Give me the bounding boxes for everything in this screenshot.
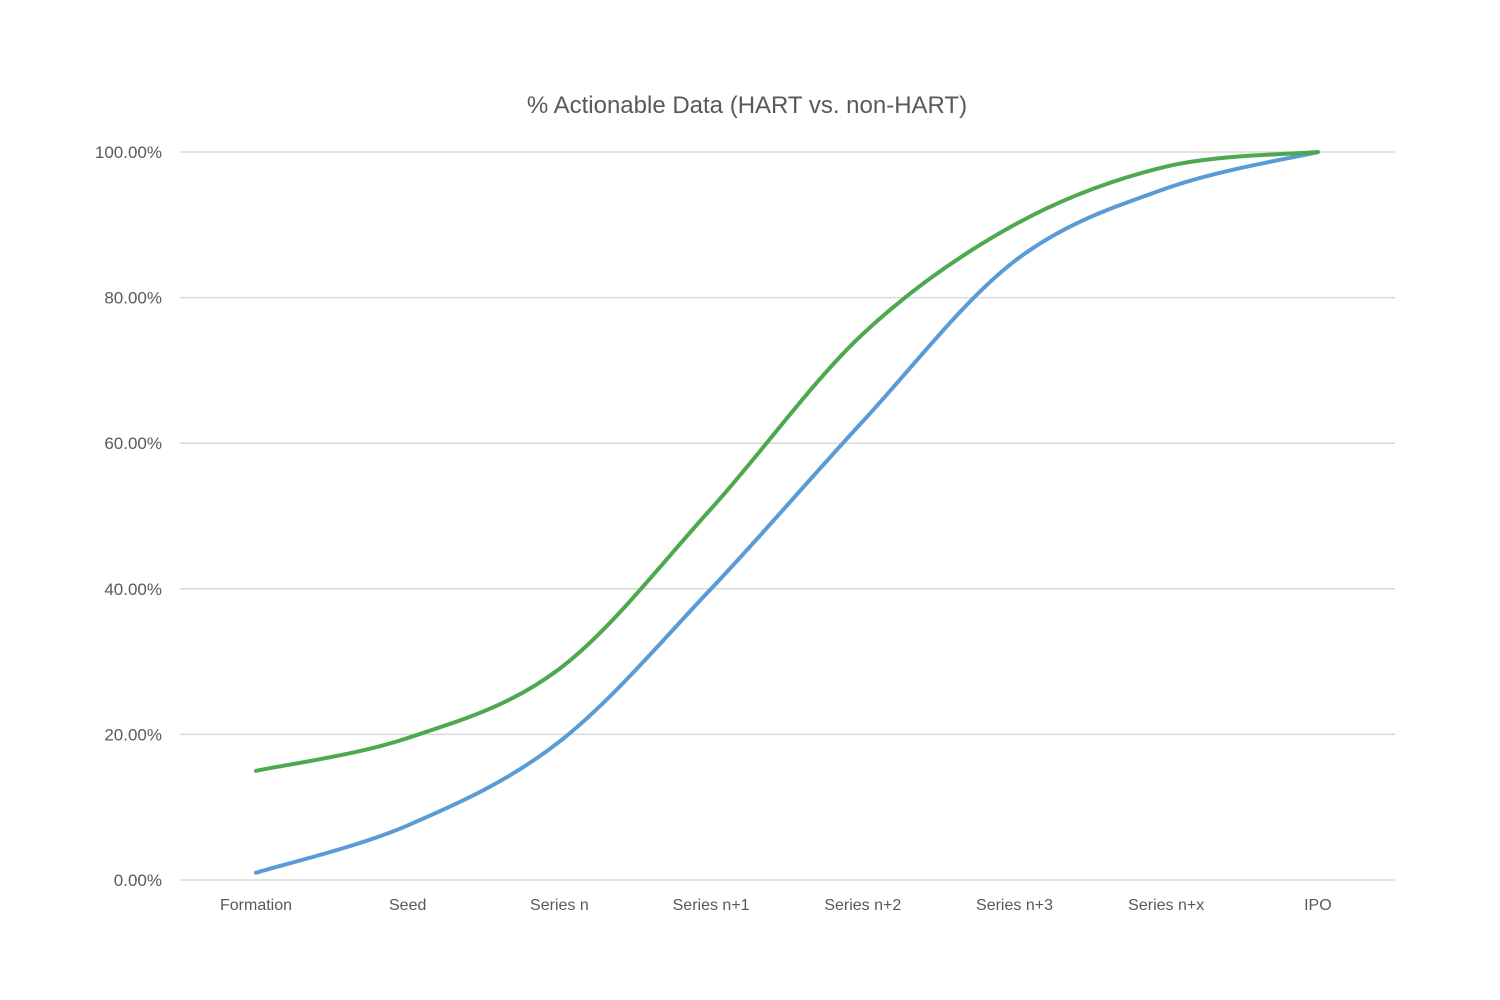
y-tick-label: 20.00% xyxy=(104,725,162,744)
x-tick-label: Series n+x xyxy=(1128,897,1204,914)
y-tick-label: 100.00% xyxy=(95,143,162,162)
y-tick-label: 40.00% xyxy=(104,580,162,599)
series-line-1 xyxy=(254,150,1320,875)
x-tick-label: Series n+1 xyxy=(673,897,750,914)
x-tick-label: IPO xyxy=(1304,897,1332,914)
gridlines xyxy=(180,151,1395,881)
y-tick-label: 80.00% xyxy=(104,289,162,308)
series-line-2 xyxy=(254,150,1320,773)
y-tick-label: 0.00% xyxy=(114,871,162,890)
x-tick-label: Series n xyxy=(530,897,589,914)
y-tick-label: 60.00% xyxy=(104,434,162,453)
x-tick-label: Series n+2 xyxy=(824,897,901,914)
series-lines xyxy=(254,150,1320,875)
x-tick-label: Seed xyxy=(389,897,426,914)
x-tick-label: Series n+3 xyxy=(976,897,1053,914)
x-axis-tick-labels: Formation Seed Series n Series n+1 Series n+… xyxy=(220,897,1332,914)
x-tick-label: Formation xyxy=(220,897,292,914)
chart-title: % Actionable Data (HART vs. non-HART) xyxy=(527,92,967,119)
y-axis-tick-labels: 0.00% 20.00% 40.00% 60.00% 80.00% 100.00% xyxy=(95,143,162,890)
